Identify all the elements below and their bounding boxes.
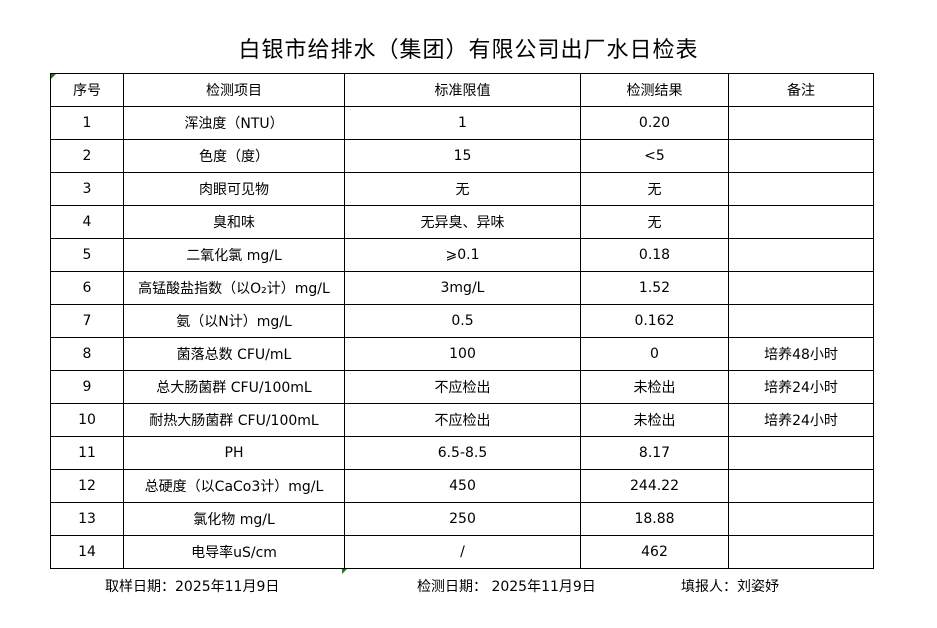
- row-result: 244.22: [580, 469, 729, 503]
- row-item: 浑浊度（NTU）: [123, 106, 345, 140]
- table-row: 13 氯化物 mg/L 250 18.88: [50, 502, 874, 536]
- row-item: 色度（度）: [123, 139, 345, 173]
- row-limit: 450: [344, 469, 581, 503]
- row-note: [728, 469, 874, 503]
- row-limit: 6.5-8.5: [344, 436, 581, 470]
- row-limit: 无异臭、异味: [344, 205, 581, 239]
- row-result: 1.52: [580, 271, 729, 305]
- row-note: [728, 271, 874, 305]
- table-header-row: 序号 检测项目 标准限值 检测结果 备注: [50, 73, 874, 107]
- row-index: 3: [50, 172, 124, 206]
- row-result: 未检出: [580, 403, 729, 437]
- row-result: <5: [580, 139, 729, 173]
- row-item: 耐热大肠菌群 CFU/100mL: [123, 403, 345, 437]
- row-index: 4: [50, 205, 124, 239]
- test-date: 检测日期： 2025年11月9日: [417, 579, 596, 595]
- table-row: 1 浑浊度（NTU） 1 0.20: [50, 106, 874, 140]
- row-note: [728, 304, 874, 338]
- row-item: 总大肠菌群 CFU/100mL: [123, 370, 345, 404]
- row-limit: 0.5: [344, 304, 581, 338]
- row-item: 氯化物 mg/L: [123, 502, 345, 536]
- table-row: 12 总硬度（以CaCo3计）mg/L 450 244.22: [50, 469, 874, 503]
- row-result: 未检出: [580, 370, 729, 404]
- row-note: [728, 139, 874, 173]
- row-limit: 3mg/L: [344, 271, 581, 305]
- row-item: 高锰酸盐指数（以O₂计）mg/L: [123, 271, 345, 305]
- row-index: 13: [50, 502, 124, 536]
- table-row: 5 二氧化氯 mg/L ⩾0.1 0.18: [50, 238, 874, 272]
- row-index: 11: [50, 436, 124, 470]
- header-index: 序号: [50, 73, 124, 107]
- table-row: 11 PH 6.5-8.5 8.17: [50, 436, 874, 470]
- row-limit: ⩾0.1: [344, 238, 581, 272]
- row-item: 臭和味: [123, 205, 345, 239]
- row-index: 7: [50, 304, 124, 338]
- row-limit: 250: [344, 502, 581, 536]
- table-row: 8 菌落总数 CFU/mL 100 0 培养48小时: [50, 337, 874, 371]
- cell-comment-marker: [342, 569, 347, 574]
- row-item: 总硬度（以CaCo3计）mg/L: [123, 469, 345, 503]
- row-index: 10: [50, 403, 124, 437]
- sampling-date: 取样日期：2025年11月9日: [105, 579, 280, 595]
- table-row: 7 氨（以N计）mg/L 0.5 0.162: [50, 304, 874, 338]
- row-index: 6: [50, 271, 124, 305]
- row-note: [728, 436, 874, 470]
- row-item: 电导率uS/cm: [123, 535, 345, 569]
- row-index: 12: [50, 469, 124, 503]
- row-index: 1: [50, 106, 124, 140]
- row-index: 8: [50, 337, 124, 371]
- row-result: 462: [580, 535, 729, 569]
- row-result: 8.17: [580, 436, 729, 470]
- row-index: 2: [50, 139, 124, 173]
- table-row: 10 耐热大肠菌群 CFU/100mL 不应检出 未检出 培养24小时: [50, 403, 874, 437]
- table-row: 2 色度（度） 15 <5: [50, 139, 874, 173]
- row-result: 0.18: [580, 238, 729, 272]
- row-note: [728, 535, 874, 569]
- row-item: 氨（以N计）mg/L: [123, 304, 345, 338]
- table-row: 3 肉眼可见物无无: [50, 172, 874, 206]
- row-limit: 不应检出: [344, 370, 581, 404]
- row-note: [728, 502, 874, 536]
- header-limit: 标准限值: [344, 73, 581, 107]
- row-index: 14: [50, 535, 124, 569]
- header-result: 检测结果: [580, 73, 729, 107]
- page-title: 白银市给排水（集团）有限公司出厂水日检表: [238, 38, 699, 63]
- header-note: 备注: [728, 73, 874, 107]
- row-limit: 不应检出: [344, 403, 581, 437]
- row-result: 18.88: [580, 502, 729, 536]
- row-result: 无: [580, 205, 729, 239]
- header-item: 检测项目: [123, 73, 345, 107]
- row-limit: 1: [344, 106, 581, 140]
- row-limit: 无: [344, 172, 581, 206]
- row-index: 9: [50, 370, 124, 404]
- row-note: 培养24小时: [728, 370, 874, 404]
- row-result: 0: [580, 337, 729, 371]
- row-item: PH: [123, 436, 345, 470]
- row-note: [728, 106, 874, 140]
- table-row: 4 臭和味 无异臭、异味无: [50, 205, 874, 239]
- row-limit: 100: [344, 337, 581, 371]
- row-result: 无: [580, 172, 729, 206]
- row-note: [728, 205, 874, 239]
- reporter: 填报人：刘姿妤: [681, 579, 779, 595]
- row-note: 培养48小时: [728, 337, 874, 371]
- row-item: 菌落总数 CFU/mL: [123, 337, 345, 371]
- table-row: 14 电导率uS/cm/462: [50, 535, 874, 569]
- row-note: 培养24小时: [728, 403, 874, 437]
- row-limit: /: [344, 535, 581, 569]
- row-item: 二氧化氯 mg/L: [123, 238, 345, 272]
- row-note: [728, 238, 874, 272]
- row-index: 5: [50, 238, 124, 272]
- row-result: 0.162: [580, 304, 729, 338]
- row-result: 0.20: [580, 106, 729, 140]
- row-limit: 15: [344, 139, 581, 173]
- row-item: 肉眼可见物: [123, 172, 345, 206]
- inspection-table: 序号 检测项目 标准限值 检测结果 备注 1 浑浊度（NTU） 1 0.20 2 色度（度…: [50, 73, 874, 569]
- table-row: 9 总大肠菌群 CFU/100mL 不应检出 未检出 培养24小时: [50, 370, 874, 404]
- row-note: [728, 172, 874, 206]
- table-row: 6 高锰酸盐指数（以O₂计）mg/L 3mg/L 1.52: [50, 271, 874, 305]
